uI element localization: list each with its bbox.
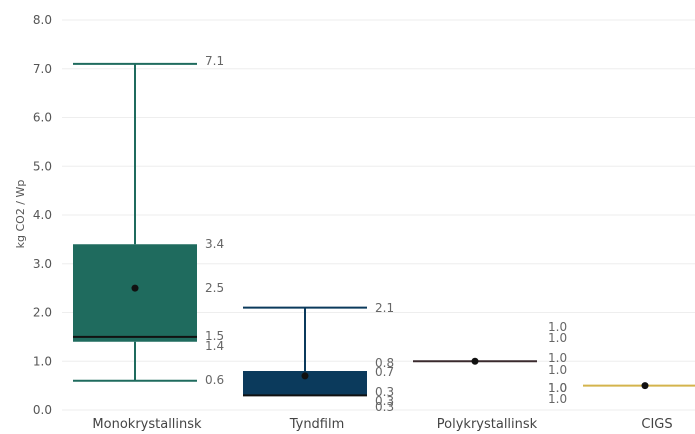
box-polykrystallinsk bbox=[413, 357, 537, 365]
value-label: 1.0 bbox=[548, 381, 567, 395]
y-axis-ticks: 0.0 1.0 2.0 3.0 4.0 5.0 6.0 7.0 8.0 bbox=[33, 13, 52, 417]
y-tick-label: 2.0 bbox=[33, 306, 52, 320]
value-label: 1.0 bbox=[548, 331, 567, 345]
value-label: 1.0 bbox=[548, 351, 567, 365]
category-label: Tyndfilm bbox=[289, 417, 345, 432]
gridlines bbox=[62, 19, 695, 411]
value-label: 1.5 bbox=[205, 329, 224, 343]
y-tick-label: 8.0 bbox=[33, 13, 52, 27]
y-tick-label: 0.0 bbox=[33, 403, 52, 417]
mean-marker bbox=[641, 382, 649, 390]
y-tick-label: 1.0 bbox=[33, 354, 52, 368]
box-monokrystallinsk bbox=[73, 62, 197, 382]
boxes: 7.13.42.51.51.40.62.10.80.70.30.30.31.01… bbox=[73, 54, 695, 414]
value-label: 1.4 bbox=[205, 339, 224, 353]
value-label: 0.6 bbox=[205, 373, 224, 387]
x-axis-categories: Monokrystallinsk Tyndfilm Polykrystallinsk… bbox=[92, 417, 672, 432]
mean-marker bbox=[131, 284, 139, 292]
category-label: Polykrystallinsk bbox=[437, 417, 538, 432]
value-label: 2.5 bbox=[205, 281, 224, 295]
y-axis-label: kg CO2 / Wp bbox=[14, 180, 27, 249]
value-label: 3.4 bbox=[205, 237, 224, 251]
y-tick-label: 3.0 bbox=[33, 257, 52, 271]
value-label: 0.3 bbox=[375, 394, 394, 408]
y-tick-label: 5.0 bbox=[33, 159, 52, 173]
value-label: 1.0 bbox=[548, 363, 567, 377]
box-body bbox=[73, 244, 197, 342]
mean-marker bbox=[301, 372, 309, 380]
y-tick-label: 6.0 bbox=[33, 111, 52, 125]
value-label: 0.3 bbox=[375, 400, 394, 414]
value-label: 0.7 bbox=[375, 365, 394, 379]
value-label: 0.3 bbox=[375, 385, 394, 399]
value-label: 1.0 bbox=[548, 381, 567, 395]
value-label: 1.0 bbox=[548, 392, 567, 406]
value-label: 0.8 bbox=[375, 356, 394, 370]
mean-marker bbox=[471, 357, 479, 365]
category-label: CIGS bbox=[641, 417, 672, 432]
box-cigs bbox=[583, 382, 695, 390]
y-tick-label: 4.0 bbox=[33, 208, 52, 222]
value-label: 7.1 bbox=[205, 54, 224, 68]
category-label: Monokrystallinsk bbox=[92, 417, 202, 432]
value-label: 2.1 bbox=[375, 301, 394, 315]
y-tick-label: 7.0 bbox=[33, 62, 52, 76]
box-tyndfilm bbox=[243, 306, 367, 397]
value-label: 1.0 bbox=[548, 320, 567, 334]
